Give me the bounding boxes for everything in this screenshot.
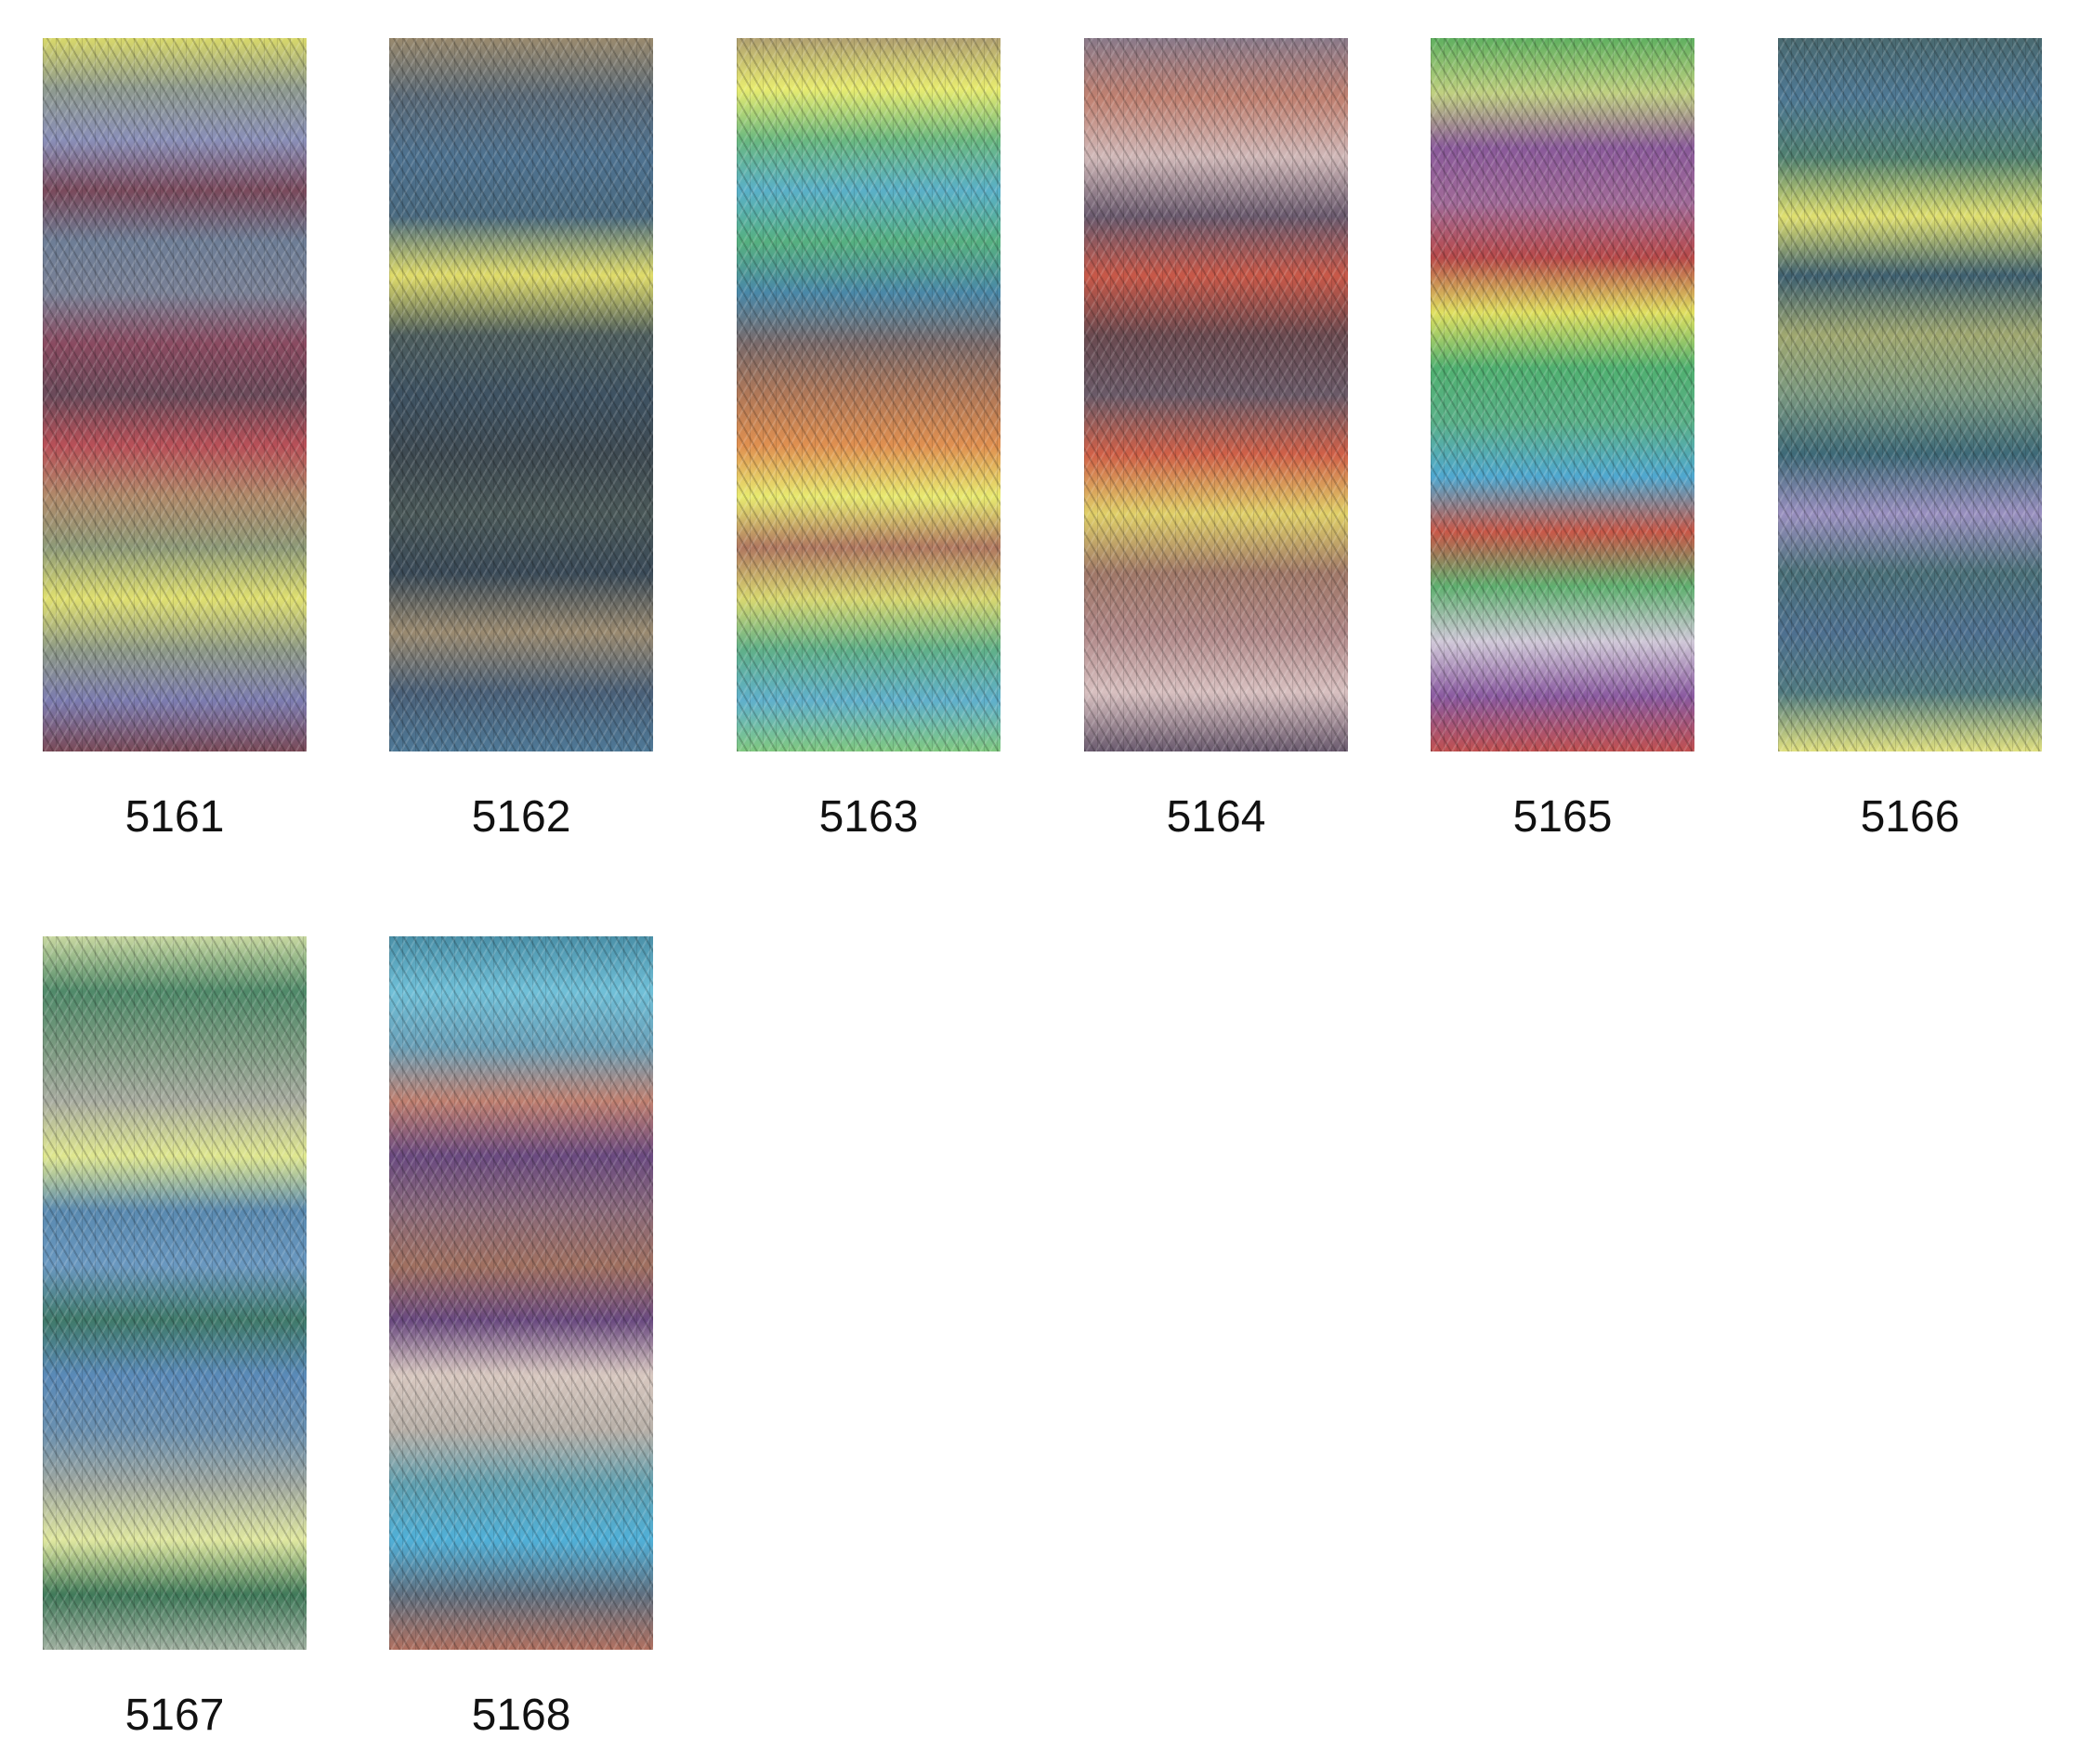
knit-texture xyxy=(1084,38,1348,751)
swatch-label: 5162 xyxy=(471,792,571,842)
swatch-image xyxy=(43,936,307,1650)
knit-texture xyxy=(1778,38,2042,751)
yarn-swatch-5165[interactable] xyxy=(1431,38,1694,751)
knit-texture xyxy=(389,936,653,1650)
swatch-label: 5167 xyxy=(124,1691,225,1740)
swatch-label: 5165 xyxy=(1512,792,1613,842)
yarn-swatch-5162[interactable] xyxy=(389,38,653,751)
swatch-label: 5168 xyxy=(471,1691,571,1740)
swatch-image xyxy=(1431,38,1694,751)
knit-texture xyxy=(1431,38,1694,751)
yarn-swatch-5161[interactable] xyxy=(43,38,307,751)
yarn-swatch-5163[interactable] xyxy=(737,38,1001,751)
knit-texture xyxy=(389,38,653,751)
swatch-image xyxy=(389,38,653,751)
knit-texture xyxy=(43,936,307,1650)
yarn-swatch-5167[interactable] xyxy=(43,936,307,1650)
swatch-image xyxy=(389,936,653,1650)
knit-texture xyxy=(737,38,1001,751)
swatch-label: 5161 xyxy=(124,792,225,842)
swatch-label: 5164 xyxy=(1166,792,1266,842)
swatch-image xyxy=(737,38,1001,751)
yarn-swatch-5166[interactable] xyxy=(1778,38,2042,751)
knit-texture xyxy=(43,38,307,751)
swatch-label: 5166 xyxy=(1860,792,1960,842)
swatch-image xyxy=(1084,38,1348,751)
swatch-label: 5163 xyxy=(818,792,919,842)
yarn-swatch-5168[interactable] xyxy=(389,936,653,1650)
swatch-image xyxy=(43,38,307,751)
yarn-swatch-5164[interactable] xyxy=(1084,38,1348,751)
swatch-image xyxy=(1778,38,2042,751)
